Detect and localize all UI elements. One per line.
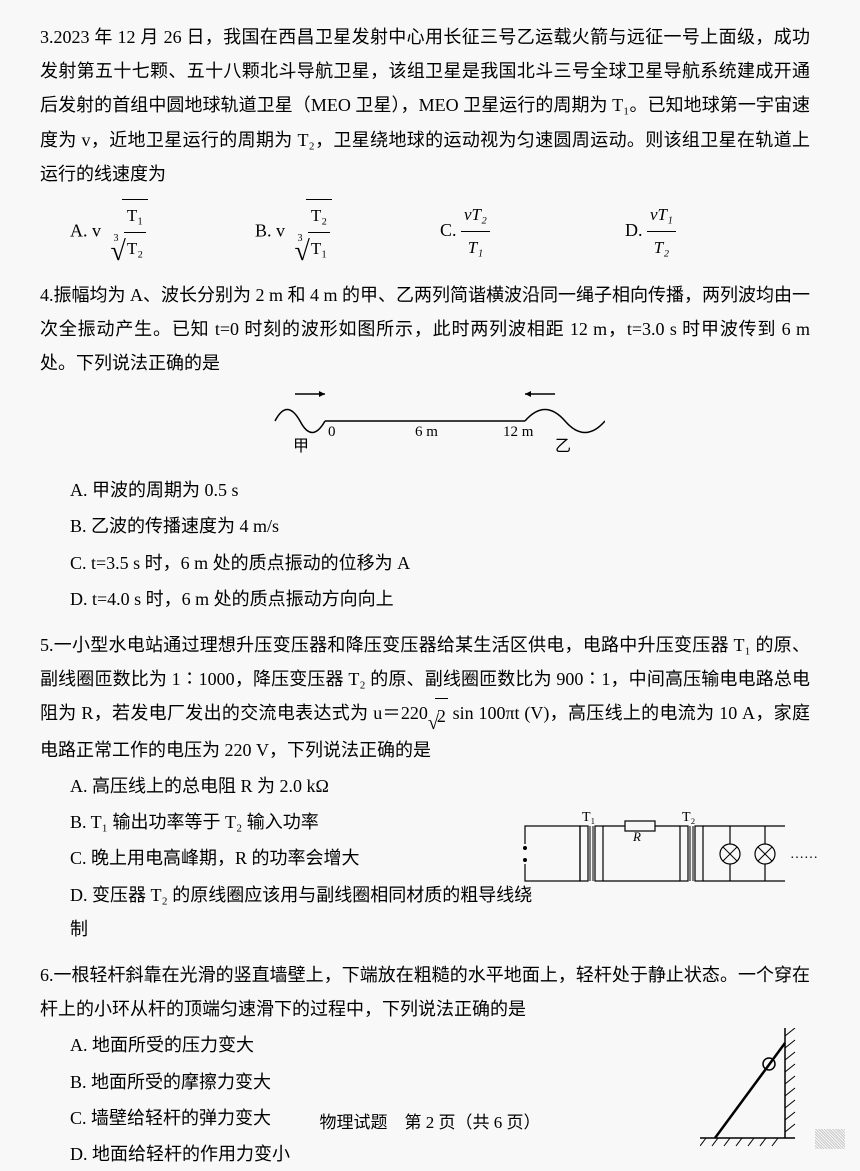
fraction: vT₁ T₂ [647,199,676,265]
q4-option-d: D. t=4.0 s 时，6 m 处的质点振动方向向上 [70,582,810,616]
frac-den: T₁ [461,232,490,264]
fraction: T₁ T₂ [124,200,146,266]
q5-options: A. 高压线上的总电阻 R 为 2.0 kΩ B. T₁ 输出功率等于 T₂ 输… [40,769,550,946]
q3-option-a: A. v 3 √ T₁ T₂ [70,199,255,266]
q6-body: 一根轻杆斜靠在光滑的竖直墙壁上，下端放在粗糙的水平地面上，轻杆处于静止状态。一个… [40,965,810,1019]
q5-text: 5.一小型水电站通过理想升压变压器和降压变压器给某生活区供电，电路中升压变压器 … [40,628,810,767]
q6-rod-figure [700,1028,800,1159]
q6-option-b: B. 地面所受的摩擦力变大 [70,1065,640,1099]
sqrt-body: 2 [435,698,448,733]
fraction: T₂ T₁ [308,200,330,266]
frac-num: T₁ [124,200,146,233]
frac-den: T₁ [308,233,330,265]
q4-option-a: A. 甲波的周期为 0.5 s [70,473,810,507]
q3c-prefix: C. [440,220,461,240]
q3-option-c: C. vT₂ T₁ [440,199,625,266]
q3-body: 2023 年 12 月 26 日，我国在西昌卫星发射中心用长征三号乙运载火箭与远… [40,27,810,184]
question-6: 6.一根轻杆斜靠在光滑的竖直墙壁上，下端放在粗糙的水平地面上，轻杆处于静止状态。… [40,958,810,1171]
q5-option-d: D. 变压器 T₂ 的原线圈应该用与副线圈相同材质的粗导线绕制 [70,878,550,946]
frac-num: vT₁ [647,199,676,232]
label-t1: T₁ [582,810,595,825]
cube-root-icon: 3 √ T₁ T₂ [106,199,149,266]
question-5: 5.一小型水电站通过理想升压变压器和降压变压器给某生活区供电，电路中升压变压器 … [40,628,810,946]
q4-option-b: B. 乙波的传播速度为 4 m/s [70,509,810,543]
q3-option-d: D. vT₁ T₂ [625,199,810,266]
q6-text: 6.一根轻杆斜靠在光滑的竖直墙壁上，下端放在粗糙的水平地面上，轻杆处于静止状态。… [40,958,810,1026]
label-jia: 甲 [293,438,309,455]
fraction: vT₂ T₁ [461,199,490,265]
root-index: 3 [114,229,119,248]
q3d-prefix: D. [625,220,647,240]
label-t2: T₂ [682,810,696,825]
root-index: 3 [298,229,303,248]
q6-option-d: D. 地面给轻杆的作用力变小 [70,1137,640,1171]
q4-option-c: C. t=3.5 s 时，6 m 处的质点振动的位移为 A [70,546,810,580]
frac-num: T₂ [308,200,330,233]
frac-den: T₂ [124,233,146,265]
label-0: 0 [328,424,336,440]
page-footer: 物理试题 第 2 页（共 6 页） [0,1107,860,1139]
root-body: T₁ T₂ [122,199,148,266]
q3a-prefix: A. v [70,220,101,240]
q3-options: A. v 3 √ T₁ T₂ B. v 3 √ T₂ [40,199,810,266]
q3-number: 3. [40,27,54,47]
cube-root-icon: 3 √ T₂ T₁ [290,199,333,266]
q4-body: 振幅均为 A、波长分别为 2 m 和 4 m 的甲、乙两列简谐横波沿同一绳子相向… [40,285,810,373]
q3b-prefix: B. v [255,220,285,240]
frac-den: T₂ [647,232,676,264]
q3-option-b: B. v 3 √ T₂ T₁ [255,199,440,266]
q4-options: A. 甲波的周期为 0.5 s B. 乙波的传播速度为 4 m/s C. t=3… [40,473,810,616]
question-3: 3.2023 年 12 月 26 日，我国在西昌卫星发射中心用长征三号乙运载火箭… [40,20,810,266]
q3-text: 3.2023 年 12 月 26 日，我国在西昌卫星发射中心用长征三号乙运载火箭… [40,20,810,191]
circuit-diagram-icon: T₁ R T₂ …… [520,806,820,896]
q5-option-b: B. T₁ 输出功率等于 T₂ 输入功率 [70,805,550,839]
sqrt-icon: √2 [428,698,448,733]
question-4: 4.振幅均为 A、波长分别为 2 m 和 4 m 的甲、乙两列简谐横波沿同一绳子… [40,278,810,617]
q5-circuit-figure: T₁ R T₂ …… [520,806,820,907]
frac-num: vT₂ [461,199,490,232]
label-r: R [632,829,641,844]
q6-number: 6. [40,965,54,985]
root-body: T₂ T₁ [306,199,332,266]
q4-wave-figure: 0 6 m 12 m 甲 乙 [40,386,810,467]
label-6m: 6 m [415,424,438,440]
label-dots: …… [790,847,818,862]
q5-option-c: C. 晚上用电高峰期，R 的功率会增大 [70,841,550,875]
wave-diagram-icon: 0 6 m 12 m 甲 乙 [245,386,605,456]
label-12m: 12 m [503,424,534,440]
q6-option-a: A. 地面所受的压力变大 [70,1028,640,1062]
q4-text: 4.振幅均为 A、波长分别为 2 m 和 4 m 的甲、乙两列简谐横波沿同一绳子… [40,278,810,381]
q6-options: A. 地面所受的压力变大 B. 地面所受的摩擦力变大 C. 墙壁给轻杆的弹力变大… [40,1028,640,1171]
label-yi: 乙 [555,438,571,455]
q4-number: 4. [40,285,54,305]
q5-number: 5. [40,635,54,655]
q5-option-a: A. 高压线上的总电阻 R 为 2.0 kΩ [70,769,550,803]
scan-watermark-icon [815,1129,845,1149]
